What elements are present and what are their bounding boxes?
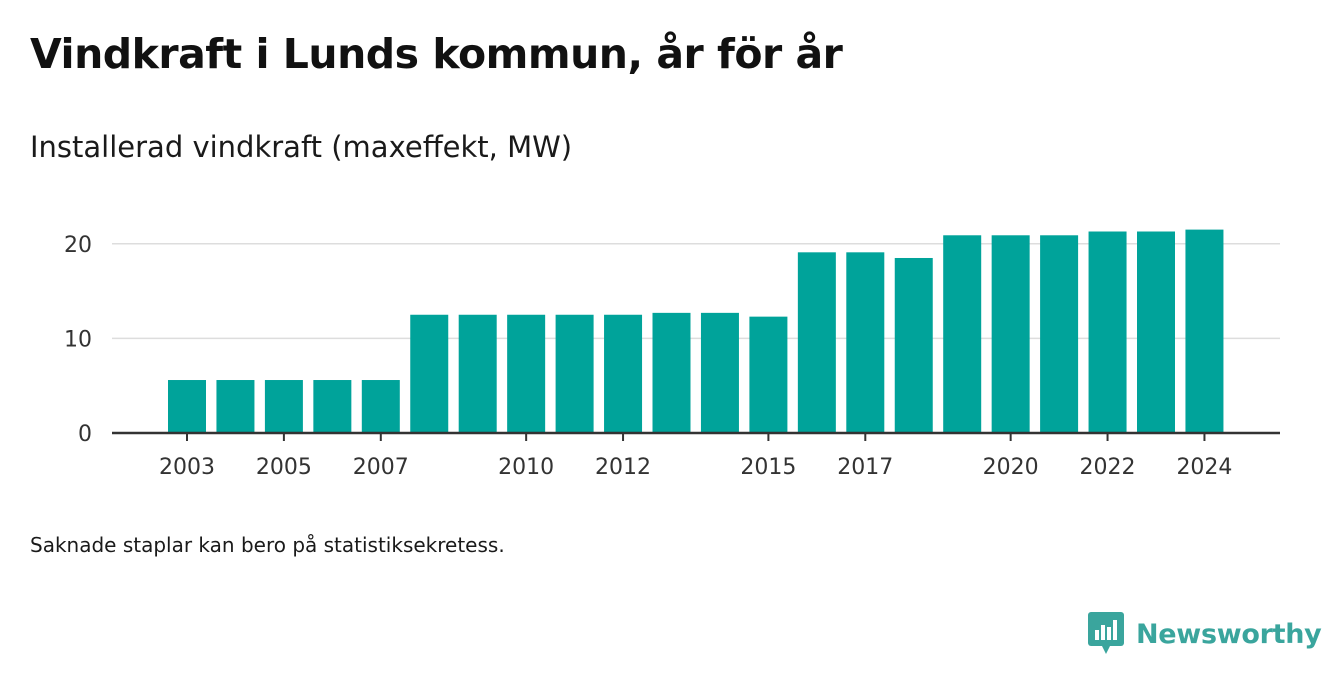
x-tick-label: 2007 bbox=[353, 455, 409, 480]
x-tick-label: 2015 bbox=[740, 455, 796, 480]
newsworthy-logo-icon bbox=[1088, 612, 1124, 654]
bar-2018 bbox=[894, 257, 933, 433]
y-tick-label: 10 bbox=[64, 327, 92, 352]
bar-2008 bbox=[410, 314, 449, 433]
x-tick-label: 2010 bbox=[498, 455, 554, 480]
bar-2020 bbox=[991, 235, 1030, 433]
y-tick-label: 20 bbox=[64, 233, 92, 258]
bar-2023 bbox=[1137, 231, 1175, 433]
x-tick-label: 2022 bbox=[1080, 455, 1136, 480]
bar-2016 bbox=[797, 252, 836, 433]
bar-2007 bbox=[361, 380, 400, 433]
x-tick-label: 2005 bbox=[256, 455, 312, 480]
bar-2006 bbox=[313, 380, 352, 433]
bar-2010 bbox=[507, 314, 546, 433]
bar-chart: 0 10 20 2003 2005 2007 2010 2012 2015 2017 2020 202… bbox=[64, 229, 1280, 480]
bar-2012 bbox=[604, 314, 643, 433]
bar-2022 bbox=[1088, 231, 1127, 433]
chart-title: Vindkraft i Lunds kommun, år för år bbox=[30, 30, 843, 78]
bar-2004 bbox=[216, 380, 255, 433]
x-tick-label: 2024 bbox=[1176, 455, 1232, 480]
bar-2013 bbox=[652, 312, 691, 433]
bar-2021 bbox=[1040, 235, 1079, 433]
bar-2009 bbox=[458, 314, 497, 433]
bar-2005 bbox=[264, 380, 303, 433]
y-tick-label: 0 bbox=[78, 422, 92, 447]
bar-2003 bbox=[168, 380, 206, 433]
bar-2014 bbox=[700, 312, 739, 433]
bar-2011 bbox=[555, 314, 594, 433]
chart-subtitle: Installerad vindkraft (maxeffekt, MW) bbox=[30, 130, 573, 164]
brand-name: Newsworthy bbox=[1136, 618, 1322, 650]
bar-2017 bbox=[846, 252, 885, 433]
x-tick-label: 2020 bbox=[983, 455, 1039, 480]
bar-2019 bbox=[943, 235, 982, 433]
footnote: Saknade staplar kan bero på statistiksek… bbox=[30, 533, 505, 557]
brand-logo: Newsworthy bbox=[1088, 612, 1322, 656]
x-tick-label: 2017 bbox=[837, 455, 893, 480]
bar-2015 bbox=[749, 316, 788, 433]
bar-2024 bbox=[1185, 229, 1224, 433]
x-tick-label: 2003 bbox=[159, 455, 215, 480]
x-tick-label: 2012 bbox=[595, 455, 651, 480]
